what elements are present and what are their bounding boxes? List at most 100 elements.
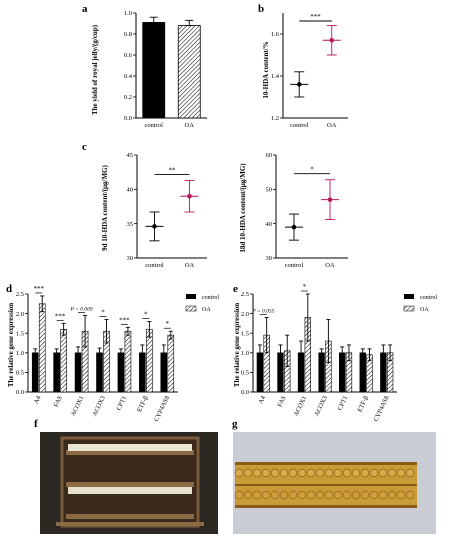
x-tick-label: A4 xyxy=(33,394,43,405)
y-tick-label: 0.8 xyxy=(124,31,132,38)
bar-control-cpt1 xyxy=(117,352,125,393)
panel-letter-f: f xyxy=(34,418,38,430)
significance-label: * xyxy=(144,310,148,318)
queen-cell xyxy=(360,490,370,500)
queen-cell xyxy=(261,468,271,478)
x-tick-label: FAS xyxy=(53,395,64,409)
significance-label: *** xyxy=(310,13,321,21)
y-tick-label: 35 xyxy=(127,221,134,228)
y-tick-label: 1.6 xyxy=(271,31,280,38)
bar-oa-cyp4as8 xyxy=(167,334,175,393)
queen-cell xyxy=(270,468,280,478)
y-tick-label: 60 xyxy=(266,152,273,159)
queen-cell xyxy=(288,468,298,478)
panel-letter-e: e xyxy=(233,283,238,295)
x-tick-label: control xyxy=(290,122,309,129)
queen-cell xyxy=(405,468,415,478)
legend-label-oa: OA xyxy=(202,307,211,313)
x-tick-label: control xyxy=(145,122,164,129)
queen-cell xyxy=(360,468,370,478)
bar-oa xyxy=(177,25,201,119)
ylabel-e: The relative gene expression xyxy=(233,303,241,387)
bar-control-a4 xyxy=(31,352,39,393)
ylabel-d: The relative gene expression xyxy=(7,303,15,387)
y-tick-label: 45 xyxy=(127,152,134,159)
point-control xyxy=(291,224,297,230)
hive-frame-image xyxy=(40,432,218,534)
y-tick-label: 2.5 xyxy=(241,291,249,298)
queen-cell xyxy=(324,468,334,478)
panel-letter-c: c xyxy=(82,141,87,153)
photo-queen-cells: g xyxy=(232,418,436,534)
significance-label: P = 0.055 xyxy=(251,309,274,315)
x-tick-label: CYP4AS8 xyxy=(153,395,171,423)
significance-label: *** xyxy=(55,312,66,320)
y-tick-label: 1.4 xyxy=(271,73,280,80)
ylabel-a: The yield of royal jelly/(g/cup) xyxy=(91,24,99,115)
point-control xyxy=(152,224,157,229)
y-tick-label: 30 xyxy=(127,255,134,262)
queen-cell xyxy=(405,490,415,500)
x-tick-label: OA xyxy=(327,122,337,129)
queen-cells-image xyxy=(233,432,436,534)
queen-cell xyxy=(297,468,307,478)
queen-cell xyxy=(315,468,325,478)
y-tick-label: 30 xyxy=(266,255,273,262)
bar-control-acox3 xyxy=(318,352,325,393)
x-tick-label: FAS xyxy=(276,395,287,409)
ylabel-c2: 18d 10-HDA content/(µg/MG) xyxy=(239,163,247,253)
legend-label-control: control xyxy=(420,295,437,301)
x-tick-label: ACOX1 xyxy=(293,395,309,418)
queen-cell xyxy=(243,490,253,500)
queen-cell xyxy=(378,490,388,500)
queen-cell xyxy=(252,468,262,478)
x-tick-label: control xyxy=(145,262,164,269)
legend-swatch-control xyxy=(186,294,196,299)
ylabel-c1: 9d 10-HDA content/(µg/MG) xyxy=(101,164,109,250)
queen-cell xyxy=(261,490,271,500)
queen-cell xyxy=(342,468,352,478)
significance-label: *** xyxy=(33,285,44,293)
queen-cell xyxy=(396,490,406,500)
significance-label: *** xyxy=(119,316,130,324)
legend-e: control OA xyxy=(403,294,437,313)
queen-cell xyxy=(297,490,307,500)
y-tick-label: 50 xyxy=(266,187,273,194)
y-tick-label: 0.0 xyxy=(16,389,24,396)
x-tick-label: CPT1 xyxy=(337,395,350,412)
legend-swatch-control xyxy=(404,294,414,299)
x-tick-label: A4 xyxy=(257,394,267,405)
queen-cell xyxy=(288,490,298,500)
chart-plots: 0.0 0.2 0.4 0.6 0.8 1.0 control OA 1.2 1.4 1.6 cont… xyxy=(16,10,397,423)
queen-cell xyxy=(315,490,325,500)
point-oa xyxy=(187,193,192,199)
queen-cell xyxy=(369,468,379,478)
y-tick-label: 2.5 xyxy=(16,291,24,298)
significance-label: * xyxy=(303,283,307,291)
x-tick-label: ACOX3 xyxy=(313,395,329,418)
significance-label: * xyxy=(101,308,105,316)
y-tick-label: 0.4 xyxy=(124,73,133,80)
y-tick-label: 0.2 xyxy=(124,94,132,101)
queen-cell xyxy=(342,490,352,500)
figure-canvas: a The yield of royal jelly/(g/cup) b 10-… xyxy=(6,3,437,423)
y-tick-label: 1.5 xyxy=(16,330,24,337)
bar-control-etf-β xyxy=(359,352,366,393)
legend-swatch-oa xyxy=(403,305,415,312)
y-tick-label: 1.0 xyxy=(16,350,24,357)
bar-oa-cpt1 xyxy=(124,330,132,393)
legend-d: control OA xyxy=(185,294,219,313)
legend-label-control: control xyxy=(202,295,219,301)
queen-cell xyxy=(351,468,361,478)
queen-cell xyxy=(333,490,343,500)
point-oa xyxy=(329,38,335,43)
significance-label: ** xyxy=(169,166,177,174)
y-tick-label: 2.0 xyxy=(16,311,24,318)
cell-grid xyxy=(234,468,415,500)
x-tick-label: control xyxy=(285,262,304,269)
y-tick-label: 1.0 xyxy=(241,350,249,357)
x-tick-label: OA xyxy=(325,262,335,269)
queen-cell xyxy=(234,468,244,478)
queen-cell xyxy=(252,490,262,500)
panel-letter-d: d xyxy=(6,283,12,295)
